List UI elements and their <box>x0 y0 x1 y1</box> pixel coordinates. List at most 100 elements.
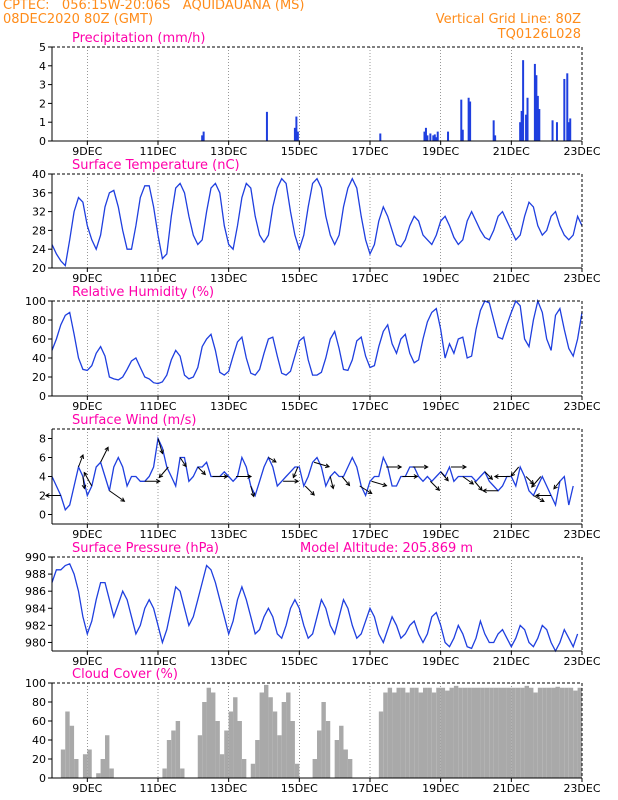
cloud-bar <box>82 754 88 778</box>
temp-title: Surface Temperature (nC) <box>72 158 240 173</box>
wind-arrow-head <box>250 492 256 498</box>
cloud-ytick-label: 20 <box>32 753 46 766</box>
temp-xtick-label: 21DEC <box>493 272 530 285</box>
wind-arrow-shaft <box>158 466 169 478</box>
cloud-bar <box>294 763 300 778</box>
cloud-bar <box>259 692 264 778</box>
cloud-bar <box>546 687 552 778</box>
wind-arrow <box>313 461 331 469</box>
wind-arrow <box>83 471 93 487</box>
temp-xtick-label: 15DEC <box>281 272 318 285</box>
cloud-bar <box>339 725 344 778</box>
wind-arrow <box>81 476 87 490</box>
header-station-line: CPTEC: 056:15W-20:06S AQUIDAUANA (MS) <box>3 0 305 13</box>
wind-arrow-head <box>493 474 499 479</box>
pressure-ytick-label: 990 <box>25 551 46 564</box>
precip-bar <box>460 99 463 141</box>
wind-arrow <box>525 476 535 485</box>
cloud-bar <box>449 687 454 778</box>
humidity-xtick-label: 21DEC <box>493 400 530 413</box>
wind-arrow-head <box>79 454 85 460</box>
wind-ytick-label: 0 <box>39 509 46 522</box>
cloud-bar <box>197 735 203 778</box>
wind-ytick-label: 2 <box>39 490 46 503</box>
wind-arrow-head <box>397 464 403 470</box>
cloud-bar <box>529 687 534 778</box>
cloud-bar <box>100 759 105 778</box>
humidity-xtick-label: 19DEC <box>422 400 459 413</box>
cloud-bar <box>87 749 92 778</box>
wind-arrow-head <box>158 473 164 479</box>
cloud-bar <box>211 692 216 778</box>
cloud-xtick-label: 11DEC <box>139 782 176 795</box>
cloud-bar <box>484 687 490 778</box>
pressure-xtick-label: 17DEC <box>351 655 388 668</box>
cloud-bar <box>74 759 79 778</box>
wind-arrow <box>533 495 545 503</box>
cloud-bar <box>414 687 419 778</box>
wind-arrow-head <box>553 484 558 490</box>
wind-arrow <box>493 474 510 479</box>
wind-arrow-shaft <box>304 485 315 496</box>
precip-bar <box>536 95 539 141</box>
wind-arrow <box>250 485 256 498</box>
wind-arrow <box>212 474 229 479</box>
cloud-bar <box>171 730 176 778</box>
pressure-series-line <box>51 562 579 653</box>
cloud-bar <box>423 687 428 778</box>
wind-xtick-label: 9DEC <box>72 528 102 541</box>
wind-arrow-head <box>482 488 487 494</box>
pressure-ytick-label: 984 <box>25 602 46 615</box>
pressure-xtick-label: 19DEC <box>422 655 459 668</box>
precip-xtick-label: 15DEC <box>281 145 318 158</box>
pressure-ytick-label: 988 <box>25 568 46 581</box>
wind-arrow-head <box>444 476 449 482</box>
cloud-bar <box>427 687 432 778</box>
wind-xtick-label: 21DEC <box>493 528 530 541</box>
cloud-bar <box>515 687 521 778</box>
cloud-bar <box>272 711 278 778</box>
cloud-bar <box>471 687 476 778</box>
humidity-xtick-label: 11DEC <box>139 400 176 413</box>
cloud-ytick-label: 100 <box>25 677 46 690</box>
temp-xtick-label: 23DEC <box>563 272 600 285</box>
cloud-ytick-label: 80 <box>32 696 46 709</box>
precip-bar <box>432 135 435 141</box>
cloud-bar <box>392 692 397 778</box>
cloud-xtick-label: 17DEC <box>351 782 388 795</box>
cloud-bar <box>533 692 538 778</box>
cloud-xtick-label: 23DEC <box>563 782 600 795</box>
precip-xtick-label: 21DEC <box>493 145 530 158</box>
precip-bar <box>566 73 569 141</box>
humidity-xtick-label: 17DEC <box>351 400 388 413</box>
cloud-bar <box>65 711 70 778</box>
precip-bar <box>461 129 464 141</box>
cloud-bar <box>453 685 459 778</box>
wind-arrow-head <box>83 471 88 477</box>
wind-arrow-head <box>510 471 516 477</box>
cloud-bar <box>524 685 529 778</box>
cloud-ytick-label: 60 <box>32 715 46 728</box>
cloud-bar <box>286 692 291 778</box>
wind-arrow-head <box>81 484 87 490</box>
pressure-xtick-label: 23DEC <box>563 655 600 668</box>
precip-bar <box>526 97 529 141</box>
precip-bar <box>525 114 528 141</box>
wind-arrow-head <box>159 449 164 455</box>
cloud-xtick-label: 9DEC <box>72 782 102 795</box>
cloud-bar <box>400 687 406 778</box>
precip-bar <box>295 116 298 141</box>
wind-arrow <box>402 474 419 479</box>
cloud-bar <box>321 702 326 778</box>
wind-arrow <box>482 488 499 494</box>
temp-ytick-label: 40 <box>32 168 46 181</box>
wind-arrow-shaft <box>179 457 187 467</box>
precip-bar <box>265 111 268 141</box>
wind-xtick-label: 15DEC <box>281 528 318 541</box>
wind-arrow-head <box>44 493 50 498</box>
cloud-bar <box>277 735 282 778</box>
wind-arrow-shaft <box>430 480 440 491</box>
wind-ytick-label: 4 <box>39 471 46 484</box>
wind-ytick-label: 6 <box>39 452 46 465</box>
wind-arrow-shaft <box>462 476 474 485</box>
